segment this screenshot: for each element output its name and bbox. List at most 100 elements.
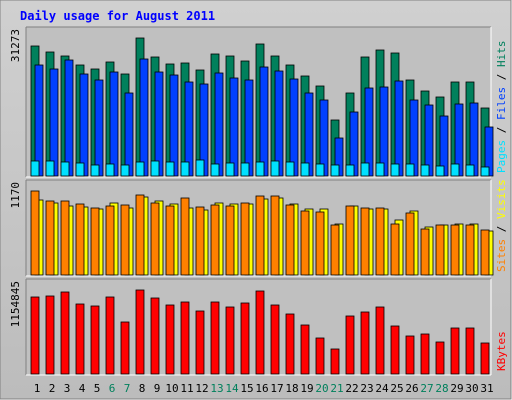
bar-kbytes-14 [225,306,235,375]
bar-pages-17 [270,160,280,177]
bar-sites-26 [405,212,415,276]
bar-kbytes-28 [435,341,445,375]
bar-kbytes-13 [210,301,220,375]
bar-pages-14 [225,162,235,177]
series-sites [30,190,490,276]
legend-top: Pages / Files / Hits [495,41,508,174]
bar-sites-3 [60,200,70,276]
x-tick-label-13: 13 [210,382,223,395]
bar-files-3 [64,59,74,177]
bar-kbytes-4 [75,303,85,375]
x-tick-label-16: 16 [255,382,268,395]
chart-panels: 31273 Pages / Files / Hits 1170 Sites / Vis… [9,26,508,376]
bar-kbytes-16 [255,290,265,375]
bar-kbytes-5 [90,305,100,375]
bar-files-15 [244,79,254,177]
bar-pages-11 [180,161,190,177]
bar-kbytes-27 [420,333,430,375]
bar-kbytes-7 [120,321,130,375]
x-tick-label-6: 6 [109,382,116,395]
legend-entry-files: Files [495,87,508,120]
bar-files-8 [139,58,149,177]
x-tick-label-5: 5 [94,382,101,395]
bar-sites-20 [315,211,325,276]
bar-pages-8 [135,161,145,177]
bar-pages-5 [90,164,100,177]
x-tick-label-30: 30 [465,382,478,395]
y-max-label-top: 31273 [9,29,22,62]
x-tick-label-2: 2 [49,382,56,395]
x-tick-label-22: 22 [345,382,358,395]
x-tick-label-7: 7 [124,382,131,395]
bar-sites-25 [390,223,400,276]
x-axis-labels: 1 2 3 4 5 6 7 8 9 10 11 12 13 14 15 16 17 18 19 20 21 22 23 24 2… [34,382,494,395]
panel-top: 31273 Pages / Files / Hits [9,26,508,178]
x-tick-label-25: 25 [390,382,403,395]
legend-entry-sites: Sites [495,239,508,272]
x-tick-label-11: 11 [180,382,193,395]
x-tick-label-4: 4 [79,382,86,395]
bar-files-4 [79,73,89,177]
bar-pages-31 [480,166,490,177]
legend-entry-visits: Visits [495,179,508,219]
legend-separator: / [495,67,508,87]
bar-pages-30 [465,164,475,177]
x-tick-label-14: 14 [225,382,239,395]
bar-kbytes-11 [180,301,190,375]
bar-kbytes-24 [375,306,385,375]
bar-pages-18 [285,161,295,177]
panel-middle: 1170 Sites / Visits [9,179,508,277]
bar-pages-6 [105,163,115,177]
x-tick-label-12: 12 [195,382,208,395]
x-tick-label-8: 8 [139,382,146,395]
bar-files-14 [229,77,239,177]
bar-sites-15 [240,202,250,276]
bar-files-2 [49,68,59,177]
bar-sites-6 [105,205,115,276]
bar-sites-18 [285,204,295,276]
bar-files-9 [154,71,164,177]
x-tick-label-3: 3 [64,382,71,395]
bar-sites-7 [120,204,130,276]
bar-pages-3 [60,161,70,177]
bar-sites-13 [210,204,220,276]
bar-pages-21 [330,164,340,177]
bar-pages-23 [360,162,370,177]
bar-sites-10 [165,205,175,276]
bar-pages-13 [210,163,220,177]
x-tick-label-18: 18 [285,382,298,395]
panel-bottom: 1154845 KBytes [9,278,508,376]
bar-sites-1 [30,190,40,276]
bar-pages-10 [165,161,175,177]
bar-files-18 [289,78,299,177]
bar-pages-25 [390,163,400,177]
bar-sites-30 [465,224,475,276]
bar-pages-19 [300,162,310,177]
bar-kbytes-8 [135,289,145,375]
bar-kbytes-18 [285,313,295,375]
bar-sites-19 [300,210,310,276]
legend-entry-pages: Pages [495,140,508,173]
series-files [34,58,494,177]
bar-kbytes-30 [465,327,475,375]
bar-sites-16 [255,195,265,276]
bar-pages-16 [255,161,265,177]
bar-kbytes-12 [195,310,205,375]
bar-sites-9 [150,202,160,276]
bar-sites-17 [270,195,280,276]
y-max-label-middle: 1170 [9,182,22,209]
bar-files-10 [169,74,179,177]
bar-pages-22 [345,164,355,177]
bar-kbytes-29 [450,327,460,375]
x-tick-label-23: 23 [360,382,373,395]
bar-sites-14 [225,205,235,276]
bar-kbytes-10 [165,304,175,375]
x-tick-label-24: 24 [375,382,389,395]
x-tick-label-9: 9 [154,382,161,395]
x-tick-label-1: 1 [34,382,41,395]
bar-sites-4 [75,203,85,276]
bar-sites-11 [180,197,190,276]
bar-kbytes-23 [360,311,370,375]
x-tick-label-28: 28 [435,382,448,395]
